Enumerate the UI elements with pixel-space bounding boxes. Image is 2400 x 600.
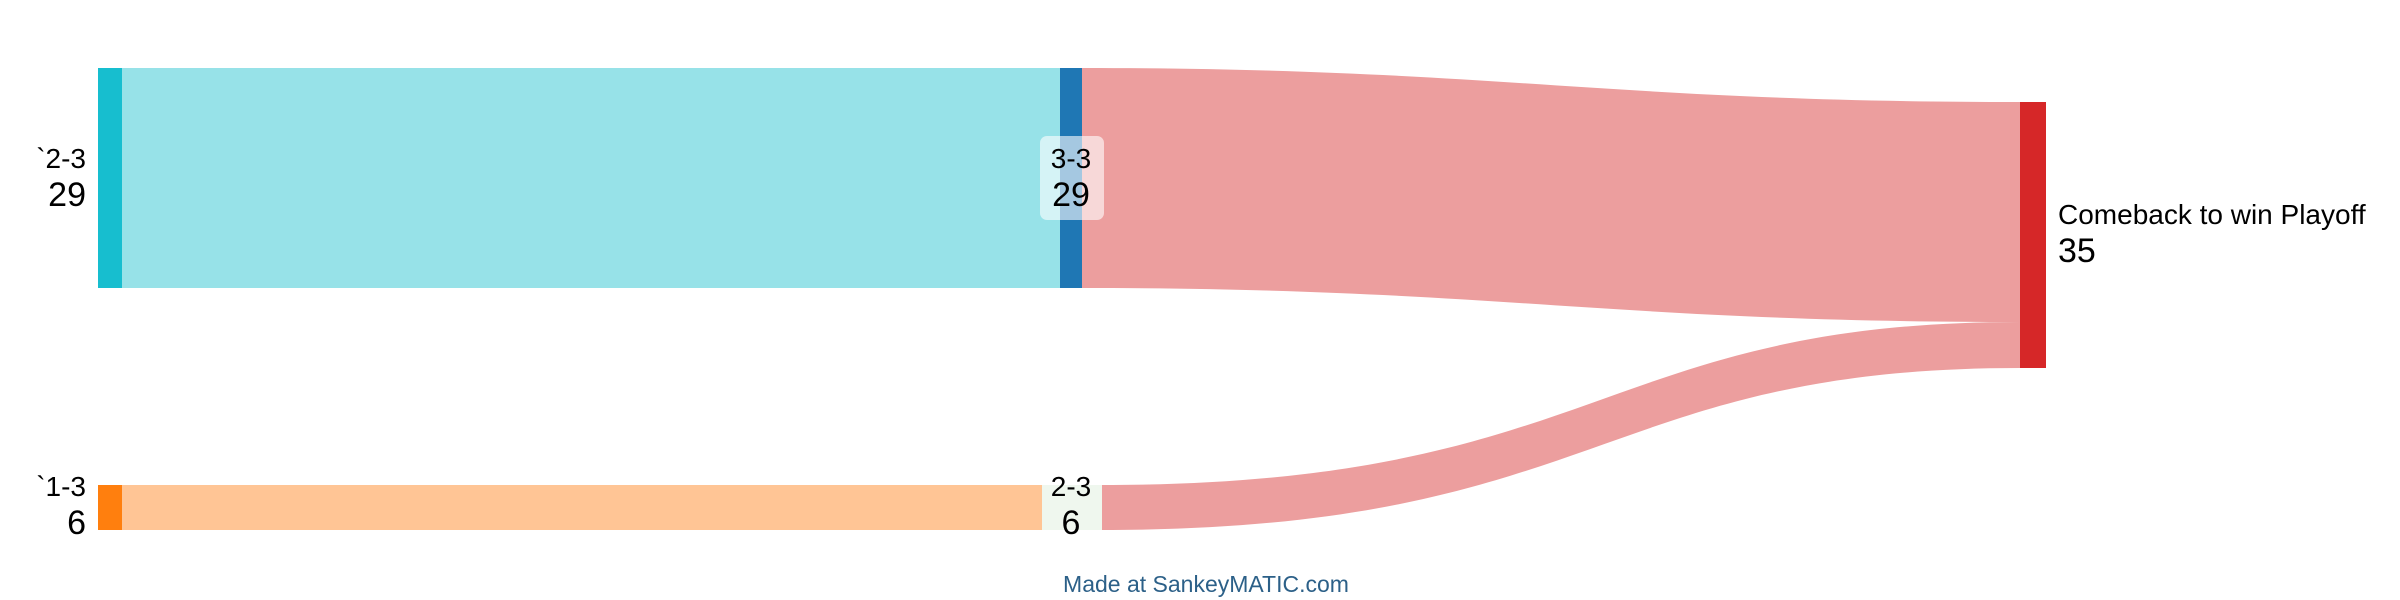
node-1-3-start xyxy=(98,485,122,530)
node-label-2-3-start: `2-3 xyxy=(36,143,86,174)
node-2-3-start xyxy=(98,68,122,288)
node-comeback xyxy=(2020,102,2046,368)
node-value-2-3-mid: 6 xyxy=(1062,504,1081,542)
node-label-comeback: Comeback to win Playoff xyxy=(2058,199,2366,230)
label-background-3-3 xyxy=(1040,136,1104,220)
flow-2-3-to-comeback xyxy=(1102,322,2020,530)
credit-link[interactable]: Made at SankeyMATIC.com xyxy=(1063,571,1349,597)
node-value-3-3: 29 xyxy=(1052,176,1090,214)
node-value-comeback: 35 xyxy=(2058,232,2096,270)
flow-1-3-to-2-3 xyxy=(122,485,1042,530)
label-background-2-3-mid xyxy=(1042,470,1102,544)
node-value-1-3-start: 6 xyxy=(67,504,86,542)
flow-3-3-to-comeback xyxy=(1082,68,2020,322)
node-label-1-3-start: `1-3 xyxy=(36,471,86,502)
node-label-3-3: 3-3 xyxy=(1051,143,1091,174)
node-value-2-3-start: 29 xyxy=(48,176,86,214)
node-label-2-3-mid: 2-3 xyxy=(1051,471,1091,502)
flow-2-3-to-3-3 xyxy=(122,68,1060,288)
